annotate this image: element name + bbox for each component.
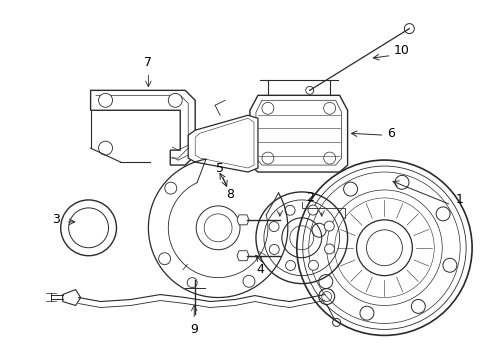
Circle shape <box>359 306 373 320</box>
Circle shape <box>318 275 332 289</box>
Circle shape <box>99 93 112 107</box>
Polygon shape <box>188 115 258 172</box>
Circle shape <box>269 244 279 255</box>
Text: 10: 10 <box>393 44 408 57</box>
Circle shape <box>307 205 317 215</box>
Circle shape <box>285 261 295 270</box>
Circle shape <box>323 152 335 164</box>
Text: 3: 3 <box>52 213 60 226</box>
Circle shape <box>311 223 325 237</box>
Polygon shape <box>62 289 81 306</box>
Circle shape <box>243 275 254 287</box>
Circle shape <box>99 141 112 155</box>
Text: 4: 4 <box>256 263 264 276</box>
Circle shape <box>394 175 408 189</box>
Circle shape <box>187 278 197 288</box>
Circle shape <box>262 102 273 114</box>
Circle shape <box>442 258 456 272</box>
Circle shape <box>268 222 279 231</box>
Circle shape <box>324 221 334 231</box>
Text: 6: 6 <box>386 127 395 140</box>
Circle shape <box>262 152 273 164</box>
Polygon shape <box>90 90 195 165</box>
Text: 8: 8 <box>225 188 234 202</box>
Polygon shape <box>237 251 248 261</box>
Circle shape <box>324 244 334 254</box>
Text: 2: 2 <box>305 192 313 204</box>
Text: 9: 9 <box>190 323 198 336</box>
Circle shape <box>435 207 449 221</box>
Text: 7: 7 <box>144 56 152 69</box>
Polygon shape <box>237 215 248 225</box>
Circle shape <box>308 260 318 270</box>
Circle shape <box>323 102 335 114</box>
Circle shape <box>285 205 294 215</box>
Text: 1: 1 <box>454 193 462 206</box>
Circle shape <box>164 182 176 194</box>
Circle shape <box>158 253 170 265</box>
Circle shape <box>168 93 182 107</box>
Text: 5: 5 <box>216 162 224 175</box>
Circle shape <box>410 300 425 313</box>
Circle shape <box>343 182 357 196</box>
